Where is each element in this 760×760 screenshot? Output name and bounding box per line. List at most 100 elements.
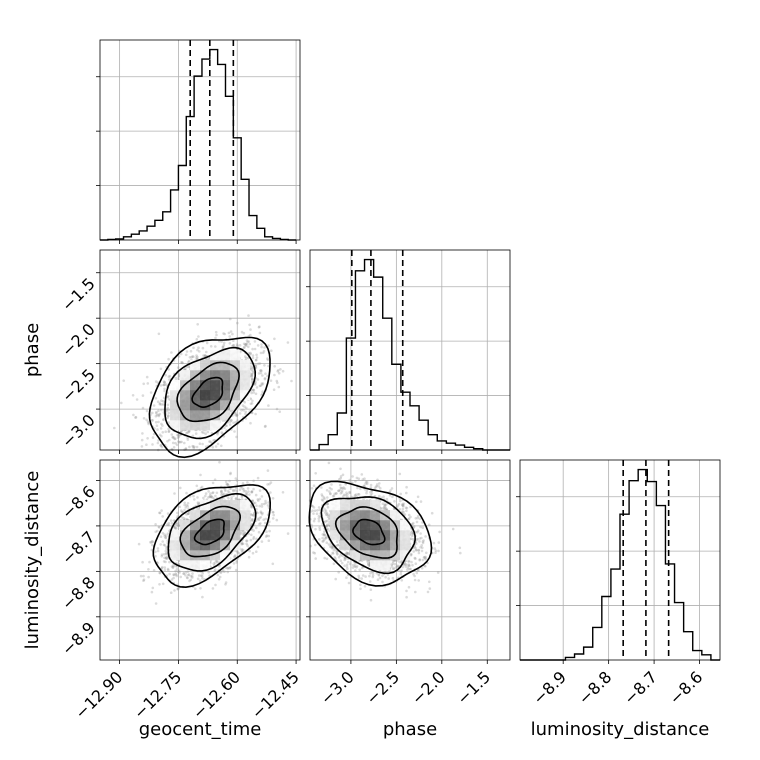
scatter-point: [222, 343, 226, 347]
scatter-point: [193, 445, 196, 449]
scatter-point: [137, 542, 141, 546]
scatter-point: [458, 546, 462, 550]
scatter-point: [145, 418, 148, 422]
scatter-point: [162, 380, 166, 383]
scatter-point: [251, 518, 254, 521]
scatter-point: [187, 365, 191, 369]
scatter-point: [268, 529, 271, 533]
scatter-point: [201, 346, 205, 350]
scatter-point: [166, 403, 170, 407]
scatter-point: [157, 414, 161, 418]
scatter-point: [202, 431, 205, 435]
scatter-point: [145, 443, 148, 447]
scatter-point: [250, 505, 253, 509]
scatter-point: [209, 440, 212, 444]
panel-phase-vs-geocent-time: [96, 249, 301, 459]
scatter-point: [255, 504, 258, 508]
scatter-point: [148, 560, 151, 564]
scatter-point: [245, 339, 249, 342]
scatter-point: [271, 510, 275, 514]
scatter-point: [339, 467, 342, 471]
scatter-point: [217, 578, 221, 581]
scatter-point: [168, 374, 172, 378]
scatter-point: [177, 374, 181, 377]
scatter-point: [187, 360, 190, 364]
scatter-point: [120, 401, 123, 405]
scatter-point: [157, 332, 161, 336]
scatter-point: [250, 373, 253, 377]
scatter-point: [277, 371, 281, 375]
scatter-point: [113, 426, 116, 430]
scatter-point: [252, 529, 255, 532]
scatter-point: [146, 420, 150, 423]
scatter-point: [166, 523, 169, 526]
scatter-point: [359, 487, 362, 491]
scatter-point: [157, 525, 161, 529]
scatter-point: [260, 343, 263, 346]
grid-lines: [310, 250, 510, 450]
scatter-point: [160, 403, 163, 406]
scatter-point: [250, 366, 253, 369]
density-cell: [240, 500, 251, 511]
scatter-point: [158, 583, 161, 586]
scatter-point: [147, 575, 150, 579]
density-cell: [220, 520, 231, 531]
scatter-point: [145, 375, 149, 379]
scatter-point: [161, 424, 164, 427]
scatter-point: [202, 496, 205, 500]
scatter-point: [236, 419, 239, 422]
scatter-point: [257, 372, 261, 375]
scatter-point: [249, 352, 252, 356]
scatter-point: [260, 495, 264, 498]
scatter-point: [214, 336, 217, 340]
scatter-point: [177, 372, 181, 376]
scatter-point: [246, 487, 250, 490]
scatter-point: [240, 548, 244, 551]
scatter-point: [179, 440, 182, 444]
scatter-point: [177, 440, 181, 444]
scatter-point: [167, 421, 171, 424]
scatter-point: [157, 420, 160, 424]
scatter-point: [241, 404, 245, 407]
scatter-point: [255, 356, 259, 359]
scatter-point: [264, 424, 267, 428]
scatter-point: [151, 419, 154, 422]
scatter-point: [258, 489, 262, 492]
scatter-point: [173, 437, 177, 441]
scatter-point: [256, 545, 260, 549]
scatter-point: [221, 345, 225, 349]
scatter-point: [191, 572, 194, 575]
scatter-point: [415, 500, 418, 504]
scatter-point: [247, 555, 251, 559]
scatter-point: [184, 447, 188, 450]
scatter-point: [252, 391, 256, 394]
scatter-point: [259, 371, 263, 375]
density-cell: [170, 410, 181, 421]
scatter-point: [187, 512, 190, 515]
scatter-point: [173, 437, 176, 441]
scatter-point: [191, 355, 194, 358]
scatter-point: [171, 435, 175, 439]
scatter-point: [250, 402, 254, 405]
scatter-point: [188, 430, 191, 433]
scatter-point: [154, 554, 157, 558]
scatter-point: [236, 321, 239, 325]
scatter-point: [251, 551, 255, 555]
scatter-point: [244, 356, 248, 360]
scatter-point: [200, 574, 204, 578]
scatter-point: [199, 587, 202, 590]
scatter-point: [242, 342, 246, 346]
scatter-point: [167, 427, 170, 431]
density-cell: [240, 380, 251, 391]
scatter-point: [245, 342, 248, 346]
density-cell: [200, 410, 211, 421]
scatter-point: [173, 589, 176, 592]
scatter-point: [430, 511, 434, 515]
scatter-point: [252, 535, 256, 539]
scatter-point: [259, 522, 262, 525]
scatter-point: [339, 559, 343, 562]
scatter-point: [234, 412, 237, 415]
scatter-point: [269, 491, 272, 494]
density-cell: [180, 420, 191, 431]
scatter-point: [270, 349, 273, 353]
